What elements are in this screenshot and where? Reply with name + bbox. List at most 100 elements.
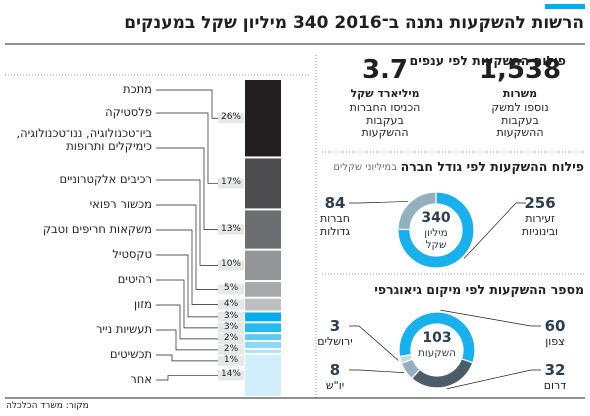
leader-line [349, 201, 408, 204]
leader-line [156, 375, 218, 381]
donut-segment [397, 191, 475, 269]
bar-segment [245, 312, 281, 322]
bar-segment [245, 349, 281, 353]
value-label: 2% [223, 343, 239, 354]
chart-subtitle: במיליוני שקלים [333, 162, 397, 173]
source: מקור: משרד הכלכלה [6, 401, 89, 411]
center-value: 103 [422, 330, 452, 346]
value-label: 256 [524, 194, 556, 212]
value-label: 3% [223, 321, 239, 332]
stat-value: 1,538 [478, 55, 562, 85]
bar-segment [245, 354, 281, 396]
title: הרשות להשקעות נתנה ב־2016 340 מיליון שקל… [124, 13, 584, 33]
leader-line [349, 325, 399, 361]
bar-segment [245, 298, 281, 311]
bar-segment [245, 80, 281, 157]
leader-line [463, 202, 526, 259]
category-label: טקסטיל [112, 247, 152, 261]
category-label: אחר [130, 372, 152, 386]
stat-text: הכניסו החברות בעקבות ההשקעות [349, 101, 421, 140]
category-label: ירושלים [317, 335, 353, 348]
category-label: פלסטיקה [105, 105, 152, 119]
category-label: רכיבים אלקטרוניים [59, 172, 153, 186]
value-label-box [218, 370, 244, 381]
leader-line [156, 329, 218, 351]
category-label: מתכת [122, 82, 152, 96]
value-label-box [218, 224, 244, 235]
donut-segment [397, 191, 437, 231]
category-label: מכשור רפואי [89, 197, 152, 211]
donut-segment [410, 358, 474, 389]
bar-segment [245, 342, 281, 348]
stat-text: נוספו למשק בעקבות ההשקעות [491, 101, 549, 140]
leader-line [156, 204, 218, 290]
center-value: 340 [421, 210, 451, 226]
value-label: 1% [223, 354, 239, 365]
value-label: 84 [324, 194, 346, 212]
donut-segment [398, 311, 476, 364]
leader-line [349, 369, 405, 373]
center-label: מיליון שקל [424, 227, 448, 252]
leader-line [156, 354, 218, 362]
leader-line [156, 179, 218, 266]
value-label-box [218, 113, 244, 124]
category-label: יו"ש [325, 379, 345, 392]
center-label: השקעות [417, 347, 457, 359]
category-label: רהיטים [117, 272, 152, 286]
value-label: 8 [329, 361, 341, 379]
leader-line [156, 147, 218, 230]
value-label: 13% [220, 223, 241, 234]
value-label-box [218, 178, 244, 189]
leader-line [446, 369, 541, 390]
stat-unit: משרות [502, 87, 538, 100]
leader-line [156, 279, 218, 329]
value-label-box [218, 355, 244, 366]
value-label: 4% [223, 298, 239, 309]
value-label: 3% [223, 310, 239, 321]
chart-title: פילוח ההשקעות לפי ענפים [409, 53, 566, 68]
leader-line [156, 229, 218, 305]
category-label: חברות גדולות [319, 212, 350, 238]
chart-title: מספר ההשקעות לפי מיקום גיאוגרפי [374, 282, 584, 297]
bar-segment [245, 334, 281, 341]
stat-unit: מיליארד שקל [350, 87, 420, 100]
category-label: דרום [543, 379, 567, 392]
leader-line [156, 254, 218, 318]
accent-bar [545, 4, 585, 9]
value-label: 17% [220, 177, 241, 188]
value-label-box [218, 322, 244, 333]
value-label: 26% [220, 112, 241, 123]
bar-segment [245, 250, 281, 281]
leader-line [156, 304, 218, 340]
category-label: מזון [133, 297, 152, 311]
bar-segment [245, 282, 281, 297]
category-label: זעירות ובינוניות [521, 212, 559, 238]
value-label-box [218, 344, 244, 355]
value-label: 60 [544, 317, 566, 335]
value-label-box [218, 284, 244, 295]
category-label: צפון [545, 335, 565, 348]
value-label-box [218, 311, 244, 322]
value-label: 2% [223, 332, 239, 343]
value-label-box [218, 299, 244, 310]
bar-segment [245, 323, 281, 333]
donut-segment [398, 353, 414, 365]
category-label: ביו־טכנולוגיה, ננו־טכנולוגיה, כימיקלים ו… [16, 126, 152, 154]
category-label: תכשיטים [109, 347, 152, 361]
leader-line [156, 112, 218, 184]
leader-line [156, 89, 218, 119]
value-label: 14% [220, 369, 241, 380]
category-label: משקאות חריפים וטבק [42, 222, 152, 236]
stat-value: 3.7 [361, 55, 409, 85]
value-label: 32 [544, 361, 566, 379]
value-label-box [218, 333, 244, 344]
chart-title: פילוח ההשקעות לפי גודל חברה [400, 159, 584, 174]
category-label: תעשיות נייר [95, 322, 152, 336]
value-label: 3 [329, 317, 341, 335]
value-label: 10% [220, 259, 241, 270]
bar-segment [245, 210, 281, 249]
leader-line [440, 309, 541, 327]
value-label-box [218, 260, 244, 271]
